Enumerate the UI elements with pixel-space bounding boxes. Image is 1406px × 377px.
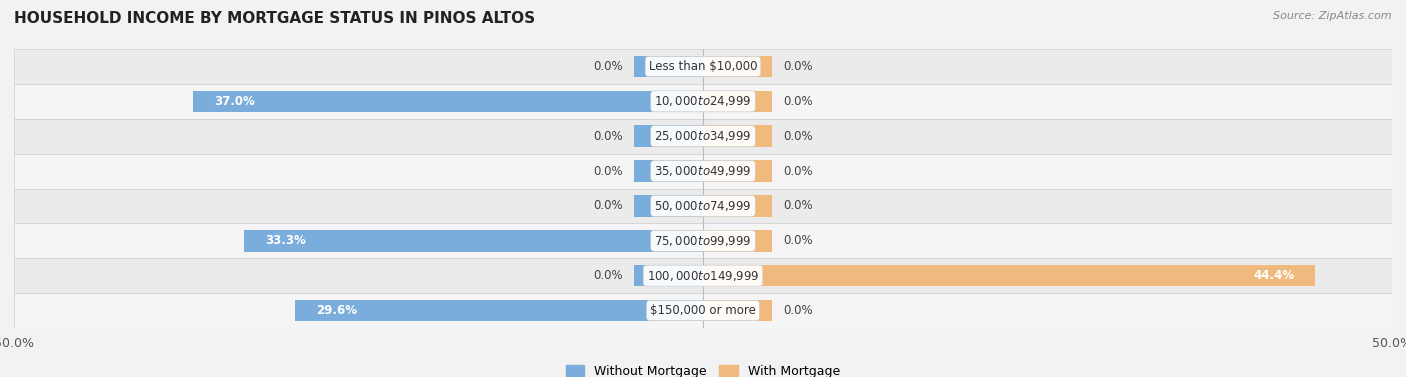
Text: $150,000 or more: $150,000 or more [650,304,756,317]
Text: 0.0%: 0.0% [593,130,623,143]
Bar [14,188,1392,223]
Bar [703,126,772,147]
Text: 44.4%: 44.4% [1253,269,1294,282]
Text: 0.0%: 0.0% [783,234,813,247]
Text: 0.0%: 0.0% [783,199,813,212]
Legend: Without Mortgage, With Mortgage: Without Mortgage, With Mortgage [561,360,845,377]
Text: 0.0%: 0.0% [593,199,623,212]
Bar [14,258,1392,293]
Text: $10,000 to $24,999: $10,000 to $24,999 [654,94,752,108]
Text: $50,000 to $74,999: $50,000 to $74,999 [654,199,752,213]
Text: 0.0%: 0.0% [783,165,813,178]
Text: $75,000 to $99,999: $75,000 to $99,999 [654,234,752,248]
Bar [703,230,772,251]
Text: 0.0%: 0.0% [783,130,813,143]
Bar [634,195,703,217]
Text: 0.0%: 0.0% [593,60,623,73]
Text: 33.3%: 33.3% [264,234,305,247]
Text: 0.0%: 0.0% [783,95,813,108]
Bar [14,84,1392,119]
Text: 37.0%: 37.0% [214,95,254,108]
Text: $35,000 to $49,999: $35,000 to $49,999 [654,164,752,178]
Bar [245,230,703,251]
Text: 29.6%: 29.6% [316,304,357,317]
Text: $100,000 to $149,999: $100,000 to $149,999 [647,269,759,283]
Text: $25,000 to $34,999: $25,000 to $34,999 [654,129,752,143]
Bar [703,90,772,112]
Text: Less than $10,000: Less than $10,000 [648,60,758,73]
Text: 0.0%: 0.0% [783,304,813,317]
Bar [295,300,703,321]
Text: Source: ZipAtlas.com: Source: ZipAtlas.com [1274,11,1392,21]
Text: 0.0%: 0.0% [593,269,623,282]
Bar [703,300,772,321]
Bar [14,119,1392,154]
Bar [14,223,1392,258]
Bar [703,265,1315,287]
Bar [703,195,772,217]
Text: 0.0%: 0.0% [783,60,813,73]
Bar [634,265,703,287]
Bar [14,293,1392,328]
Bar [14,154,1392,188]
Bar [14,49,1392,84]
Bar [634,160,703,182]
Bar [634,56,703,77]
Text: HOUSEHOLD INCOME BY MORTGAGE STATUS IN PINOS ALTOS: HOUSEHOLD INCOME BY MORTGAGE STATUS IN P… [14,11,536,26]
Bar [634,126,703,147]
Bar [703,56,772,77]
Bar [193,90,703,112]
Bar [703,160,772,182]
Text: 0.0%: 0.0% [593,165,623,178]
